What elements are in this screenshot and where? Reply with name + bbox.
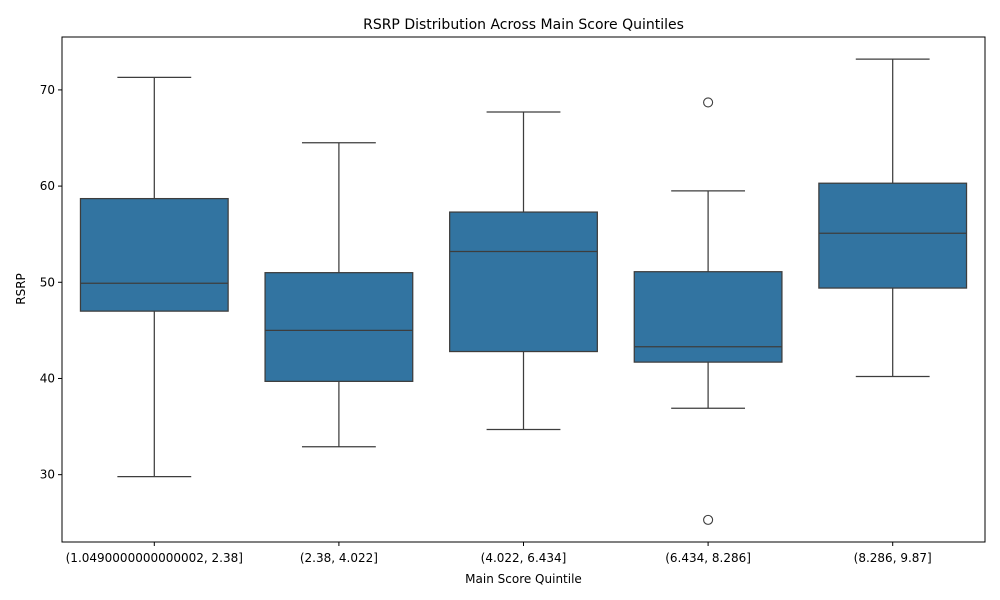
plot-area: 30 40 50 60 70 (1.0490000000000002, 2.38] (2.3… <box>40 36 986 565</box>
x-tick-label: (2.38, 4.022] <box>300 551 378 565</box>
box-group <box>818 58 968 378</box>
x-tick-label: (6.434, 8.286] <box>665 551 751 565</box>
box-iqr <box>264 272 414 382</box>
x-tick-label: (4.022, 6.434] <box>481 551 567 565</box>
y-axis-label: RSRP <box>14 273 28 305</box>
x-axis-label: Main Score Quintile <box>465 572 582 586</box>
box-group <box>79 76 229 478</box>
y-tick-label: 50 <box>40 275 55 289</box>
y-tick-label: 70 <box>40 83 55 97</box>
box-iqr <box>449 211 598 353</box>
outlier-point <box>703 514 714 525</box>
box-iqr <box>79 197 229 312</box>
outlier-point <box>703 97 714 108</box>
y-tick-label: 40 <box>40 371 55 385</box>
box-group <box>264 142 414 448</box>
box-iqr <box>818 182 968 289</box>
x-tick-label: (1.0490000000000002, 2.38] <box>66 551 243 565</box>
box-group <box>449 111 598 431</box>
y-tick-label: 60 <box>40 179 55 193</box>
box-iqr <box>633 271 783 363</box>
x-tick-label: (8.286, 9.87] <box>854 551 932 565</box>
box-group <box>633 97 783 525</box>
y-tick-label: 30 <box>40 468 55 482</box>
chart-title: RSRP Distribution Across Main Score Quin… <box>363 17 684 33</box>
